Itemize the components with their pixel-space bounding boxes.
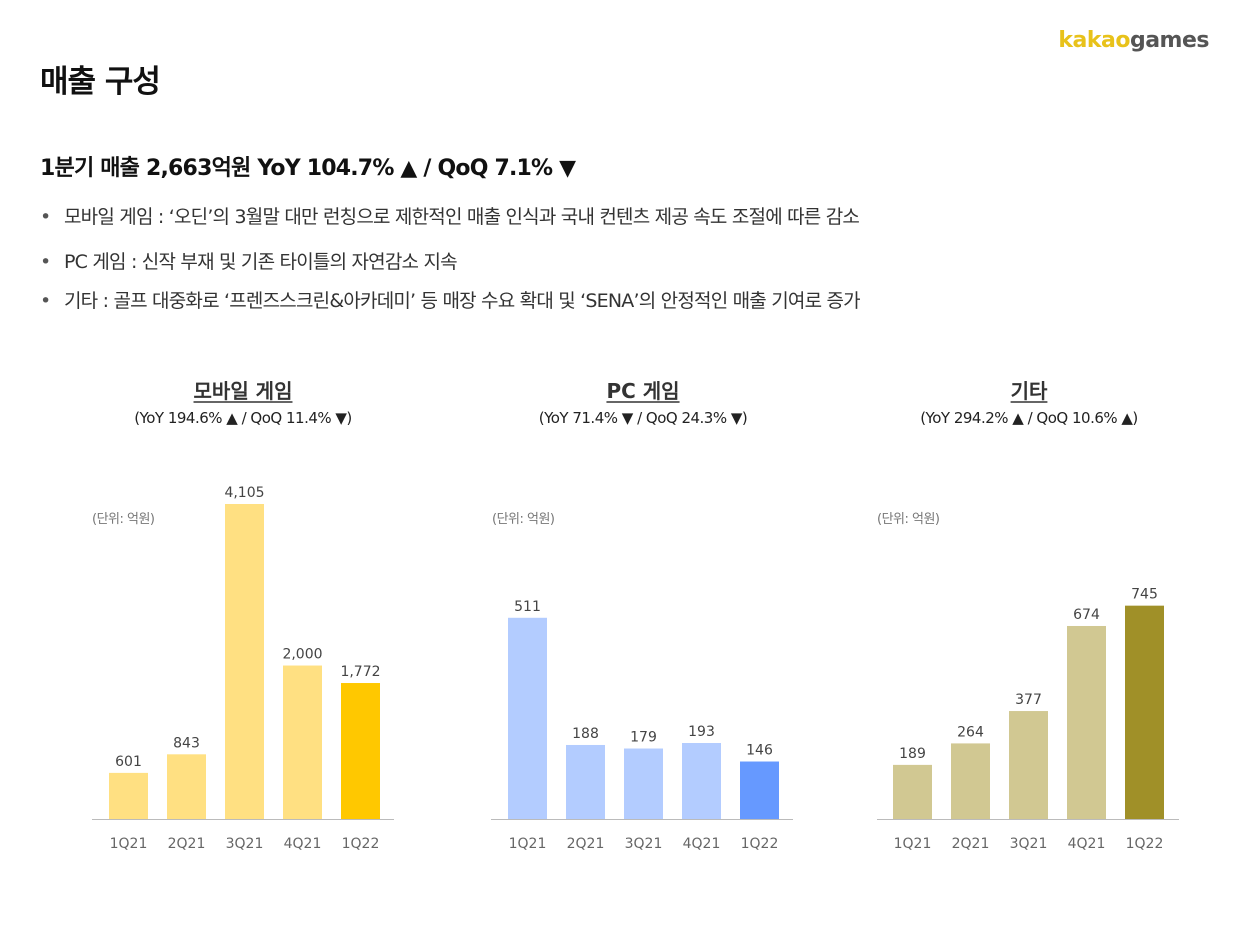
value-label-etc-1q22: 745 [1131, 587, 1158, 603]
x-tick-mobile-1q22: 1Q22 [342, 836, 380, 852]
value-label-mobile-1q22: 1,772 [340, 664, 380, 680]
bullet-item-etc: • 기타 : 골프 대중화로 ‘프렌즈스크린&아카데미’ 등 매장 수요 확대 및… [40, 286, 861, 313]
revenue-summary: 1분기 매출 2,663억원 YoY 104.7% ▲ / QoQ 7.1% ▼ [40, 156, 576, 181]
kakaogames-logo: kakaogames [1058, 28, 1209, 53]
x-tick-mobile-1q21: 1Q21 [110, 836, 148, 852]
value-label-mobile-2q21: 843 [173, 735, 200, 751]
value-label-pc-4q21: 193 [688, 724, 715, 740]
x-tick-mobile-2q21: 2Q21 [168, 836, 206, 852]
x-tick-pc-4q21: 4Q21 [683, 836, 721, 852]
bullet-item-pc: • PC 게임 : 신작 부재 및 기존 타이틀의 자연감소 지속 [40, 247, 458, 274]
chart-title-mobile: 모바일 게임 [194, 379, 293, 403]
chart-subtitle-pc: (YoY 71.4% ▼ / QoQ 24.3% ▼) [539, 409, 748, 427]
unit-label-mobile: (단위: 억원) [92, 512, 155, 527]
bar-pc-2q21 [566, 744, 605, 819]
x-tick-etc-1q22: 1Q22 [1126, 836, 1164, 852]
bar-pc-1q22 [740, 761, 779, 819]
x-tick-pc-3q21: 3Q21 [625, 836, 663, 852]
bullet-text-mobile: 모바일 게임 : ‘오딘’의 3월말 대만 런칭으로 제한적인 매출 인식과 국… [64, 206, 860, 228]
value-label-mobile-4q21: 2,000 [282, 647, 322, 663]
value-label-etc-3q21: 377 [1015, 692, 1042, 708]
bar-pc-1q21 [508, 617, 547, 819]
bar-pc-4q21 [682, 743, 721, 819]
bar-etc-3q21 [1009, 711, 1048, 819]
bar-etc-1q22 [1125, 605, 1164, 819]
x-tick-etc-2q21: 2Q21 [952, 836, 990, 852]
x-tick-etc-3q21: 3Q21 [1010, 836, 1048, 852]
bar-etc-1q21 [893, 764, 932, 819]
bar-pc-3q21 [624, 748, 663, 819]
bullet-text-etc: 기타 : 골프 대중화로 ‘프렌즈스크린&아카데미’ 등 매장 수요 확대 및 … [64, 290, 861, 312]
value-label-etc-1q21: 189 [899, 746, 926, 762]
value-label-pc-1q21: 511 [514, 599, 541, 615]
bullet-dot: • [40, 251, 51, 273]
bar-mobile-1q21 [109, 772, 148, 819]
x-tick-mobile-4q21: 4Q21 [284, 836, 322, 852]
value-label-etc-4q21: 674 [1073, 607, 1100, 623]
chart-title-pc: PC 게임 [606, 379, 679, 403]
unit-label-etc: (단위: 억원) [877, 512, 940, 527]
value-label-pc-2q21: 188 [572, 726, 599, 742]
bar-etc-2q21 [951, 743, 990, 819]
x-tick-etc-4q21: 4Q21 [1068, 836, 1106, 852]
bar-mobile-4q21 [283, 665, 322, 819]
logo-games: games [1129, 28, 1210, 53]
value-label-etc-2q21: 264 [957, 724, 984, 740]
logo-kakao: kakao [1058, 28, 1130, 53]
value-label-pc-1q22: 146 [746, 743, 773, 759]
chart-subtitle-mobile: (YoY 194.6% ▲ / QoQ 11.4% ▼) [134, 409, 352, 427]
x-tick-etc-1q21: 1Q21 [894, 836, 932, 852]
bar-mobile-2q21 [167, 754, 206, 819]
bar-mobile-3q21 [225, 504, 264, 819]
value-label-pc-3q21: 179 [630, 730, 657, 746]
unit-label-pc: (단위: 억원) [492, 512, 555, 527]
x-tick-mobile-3q21: 3Q21 [226, 836, 264, 852]
chart-title-etc: 기타 [1011, 379, 1048, 403]
bar-etc-4q21 [1067, 625, 1106, 819]
bullet-dot: • [40, 206, 51, 228]
x-tick-pc-1q22: 1Q22 [741, 836, 779, 852]
bullet-text-pc: PC 게임 : 신작 부재 및 기존 타이틀의 자연감소 지속 [64, 251, 458, 273]
value-label-mobile-1q21: 601 [115, 754, 142, 770]
bullet-dot: • [40, 290, 51, 312]
bar-mobile-1q22 [341, 683, 380, 819]
chart-subtitle-etc: (YoY 294.2% ▲ / QoQ 10.6% ▲) [920, 409, 1138, 427]
value-label-mobile-3q21: 4,105 [224, 485, 264, 501]
page-title: 매출 구성 [40, 64, 161, 100]
x-tick-pc-1q21: 1Q21 [509, 836, 547, 852]
bullet-item-mobile: • 모바일 게임 : ‘오딘’의 3월말 대만 런칭으로 제한적인 매출 인식과 … [40, 202, 860, 229]
x-tick-pc-2q21: 2Q21 [567, 836, 605, 852]
